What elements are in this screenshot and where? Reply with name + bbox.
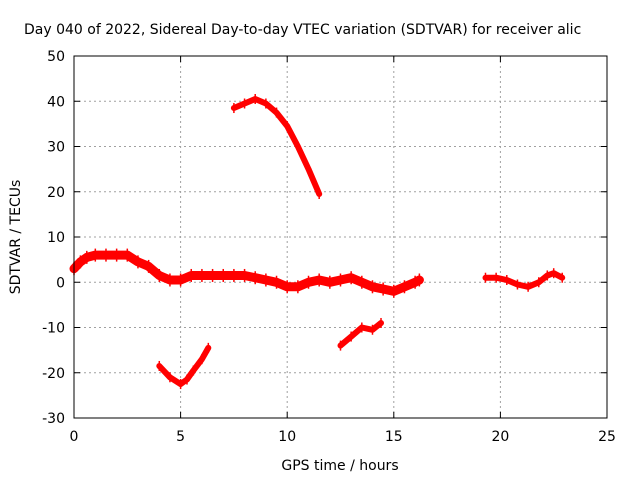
x-tick-label: 25 — [598, 429, 616, 445]
grid — [74, 56, 607, 418]
y-tick-label: 50 — [47, 49, 65, 65]
series-line — [156, 344, 212, 388]
y-tick-label: -20 — [42, 366, 65, 382]
y-tick-label: 10 — [47, 230, 65, 246]
x-tick-label: 10 — [278, 429, 296, 445]
y-tick-label: -30 — [42, 411, 65, 427]
x-tick-label: 20 — [491, 429, 509, 445]
x-tick-label: 0 — [70, 429, 79, 445]
y-tick-label: 30 — [47, 140, 65, 156]
y-tick-label: 0 — [56, 275, 65, 291]
series-layer — [69, 93, 566, 390]
x-tick-label: 5 — [176, 429, 185, 445]
chart-title: Day 040 of 2022, Sidereal Day-to-day VTE… — [24, 22, 581, 38]
y-axis-title: SDTVAR / TECUs — [8, 180, 24, 295]
y-tick-label: 40 — [47, 94, 65, 110]
x-axis-title: GPS time / hours — [281, 458, 398, 474]
x-tick-label: 15 — [385, 429, 403, 445]
ticks: 0 5 10 15 20 25 -30 -20 -10 0 10 20 30 40 50 — [42, 49, 616, 445]
series-line — [482, 270, 566, 290]
series-line — [69, 250, 424, 296]
y-tick-label: -10 — [42, 321, 65, 337]
series-line — [337, 320, 384, 349]
y-tick-label: 20 — [47, 185, 65, 201]
